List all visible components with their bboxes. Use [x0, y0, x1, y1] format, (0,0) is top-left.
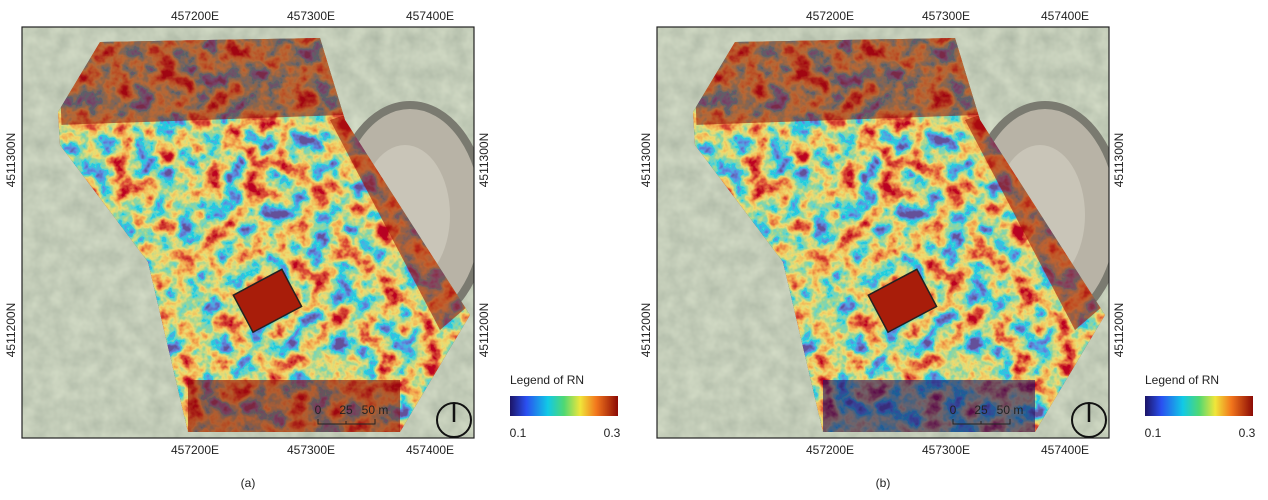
y-coord-label: 4511200N	[1112, 303, 1126, 358]
x-coord-label: 457300E	[922, 9, 970, 23]
y-coord-label: 4511300N	[4, 133, 18, 188]
scale-label: 0	[950, 403, 957, 417]
scale-label: 50 m	[362, 403, 389, 417]
y-coord-label: 4511200N	[477, 303, 491, 358]
x-coord-label: 457200E	[171, 9, 219, 23]
legend-min: 0.1	[510, 426, 527, 440]
legend-title: Legend of RN	[1145, 373, 1219, 387]
scale-label: 25	[974, 403, 988, 417]
y-coord-label: 4511300N	[1112, 133, 1126, 188]
map-area	[657, 20, 1120, 438]
map-area	[22, 20, 485, 438]
x-coord-label: 457300E	[287, 9, 335, 23]
x-coord-label: 457200E	[171, 443, 219, 457]
legend-colorbar	[510, 396, 618, 416]
legend-max: 0.3	[1239, 426, 1256, 440]
x-coord-label: 457200E	[806, 443, 854, 457]
legend-colorbar	[1145, 396, 1253, 416]
caption: (b)	[876, 476, 891, 490]
scale-label: 25	[339, 403, 353, 417]
x-coord-label: 457300E	[287, 443, 335, 457]
y-coord-label: 4511200N	[639, 303, 653, 358]
scale-label: 0	[315, 403, 322, 417]
map-panel: 457200E 457300E 457400E 457200E 457300E 45740…	[639, 9, 1255, 490]
x-coord-label: 457200E	[806, 9, 854, 23]
y-coord-label: 4511300N	[477, 133, 491, 188]
y-coord-label: 4511300N	[639, 133, 653, 188]
scale-label: 50 m	[997, 403, 1024, 417]
x-coord-label: 457400E	[406, 443, 454, 457]
legend-max: 0.3	[604, 426, 621, 440]
legend-title: Legend of RN	[510, 373, 584, 387]
x-coord-label: 457300E	[922, 443, 970, 457]
y-coord-label: 4511200N	[4, 303, 18, 358]
x-coord-label: 457400E	[1041, 9, 1089, 23]
figure: 457200E 457300E 457400E 457200E 457300E 45740…	[0, 0, 1268, 495]
x-coord-label: 457400E	[406, 9, 454, 23]
caption: (a)	[241, 476, 256, 490]
map-panel: 457200E 457300E 457400E 457200E 457300E 45740…	[4, 9, 620, 490]
legend-min: 0.1	[1145, 426, 1162, 440]
x-coord-label: 457400E	[1041, 443, 1089, 457]
